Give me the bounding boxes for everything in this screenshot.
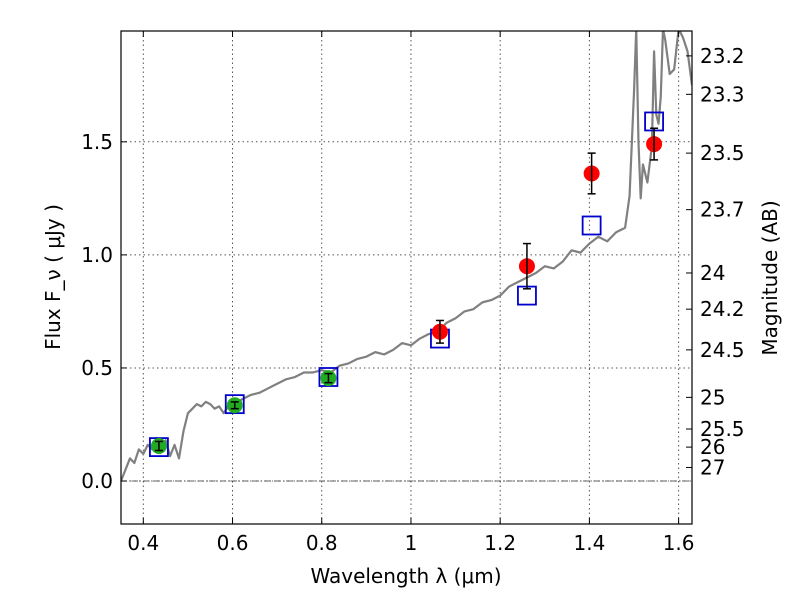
x-tick-label: 1.4 xyxy=(573,531,605,555)
x-tick-label: 1.2 xyxy=(484,531,516,555)
x-tick-label: 0.8 xyxy=(306,531,338,555)
right-tick-label: 25.5 xyxy=(700,417,745,441)
observed-points xyxy=(150,127,663,454)
error-bar xyxy=(650,127,659,161)
model-photometry-square xyxy=(581,215,602,236)
right-tick-label: 27 xyxy=(700,455,725,479)
y-tick-label: 1.0 xyxy=(81,243,113,267)
error-bar xyxy=(435,319,444,344)
error-bar xyxy=(324,372,333,384)
x-tick-label: 1 xyxy=(405,531,418,555)
model-spectrum-line xyxy=(121,31,692,482)
right-tick-label: 24.5 xyxy=(700,338,745,362)
model-spectrum xyxy=(121,31,692,482)
right-axis-label: Magnitude (AB) xyxy=(758,200,782,355)
right-tick-label: 23.5 xyxy=(700,141,745,165)
error-bar xyxy=(587,152,596,195)
x-tick-label: 0.4 xyxy=(127,531,159,555)
y-tick-label: 0.5 xyxy=(81,356,113,380)
y-axis-ticks: 0.0 0.5 1.0 1.5 xyxy=(81,130,127,493)
x-axis-ticks: 0.4 0.6 0.8 1 1.2 1.4 1.6 xyxy=(127,31,695,555)
grid xyxy=(121,31,692,524)
x-tick-label: 1.6 xyxy=(663,531,695,555)
error-bar xyxy=(230,401,239,410)
y-tick-label: 1.5 xyxy=(81,130,113,154)
right-tick-label: 23.7 xyxy=(700,198,745,222)
x-axis-label: Wavelength λ (μm) xyxy=(310,564,501,588)
error-bar xyxy=(154,440,163,452)
y-axis-label: Flux F_ν ( μJy ) xyxy=(41,204,65,350)
right-tick-label: 23.3 xyxy=(700,82,745,106)
plot-frame xyxy=(120,30,693,525)
right-tick-label: 25 xyxy=(700,385,725,409)
right-tick-label: 24 xyxy=(700,261,725,285)
y-tick-label: 0.0 xyxy=(81,469,113,493)
right-tick-label: 23.2 xyxy=(700,44,745,68)
x-tick-label: 0.6 xyxy=(217,531,249,555)
error-bar xyxy=(522,242,531,290)
right-tick-label: 24.2 xyxy=(700,297,745,321)
right-tick-label: 26 xyxy=(700,435,725,459)
